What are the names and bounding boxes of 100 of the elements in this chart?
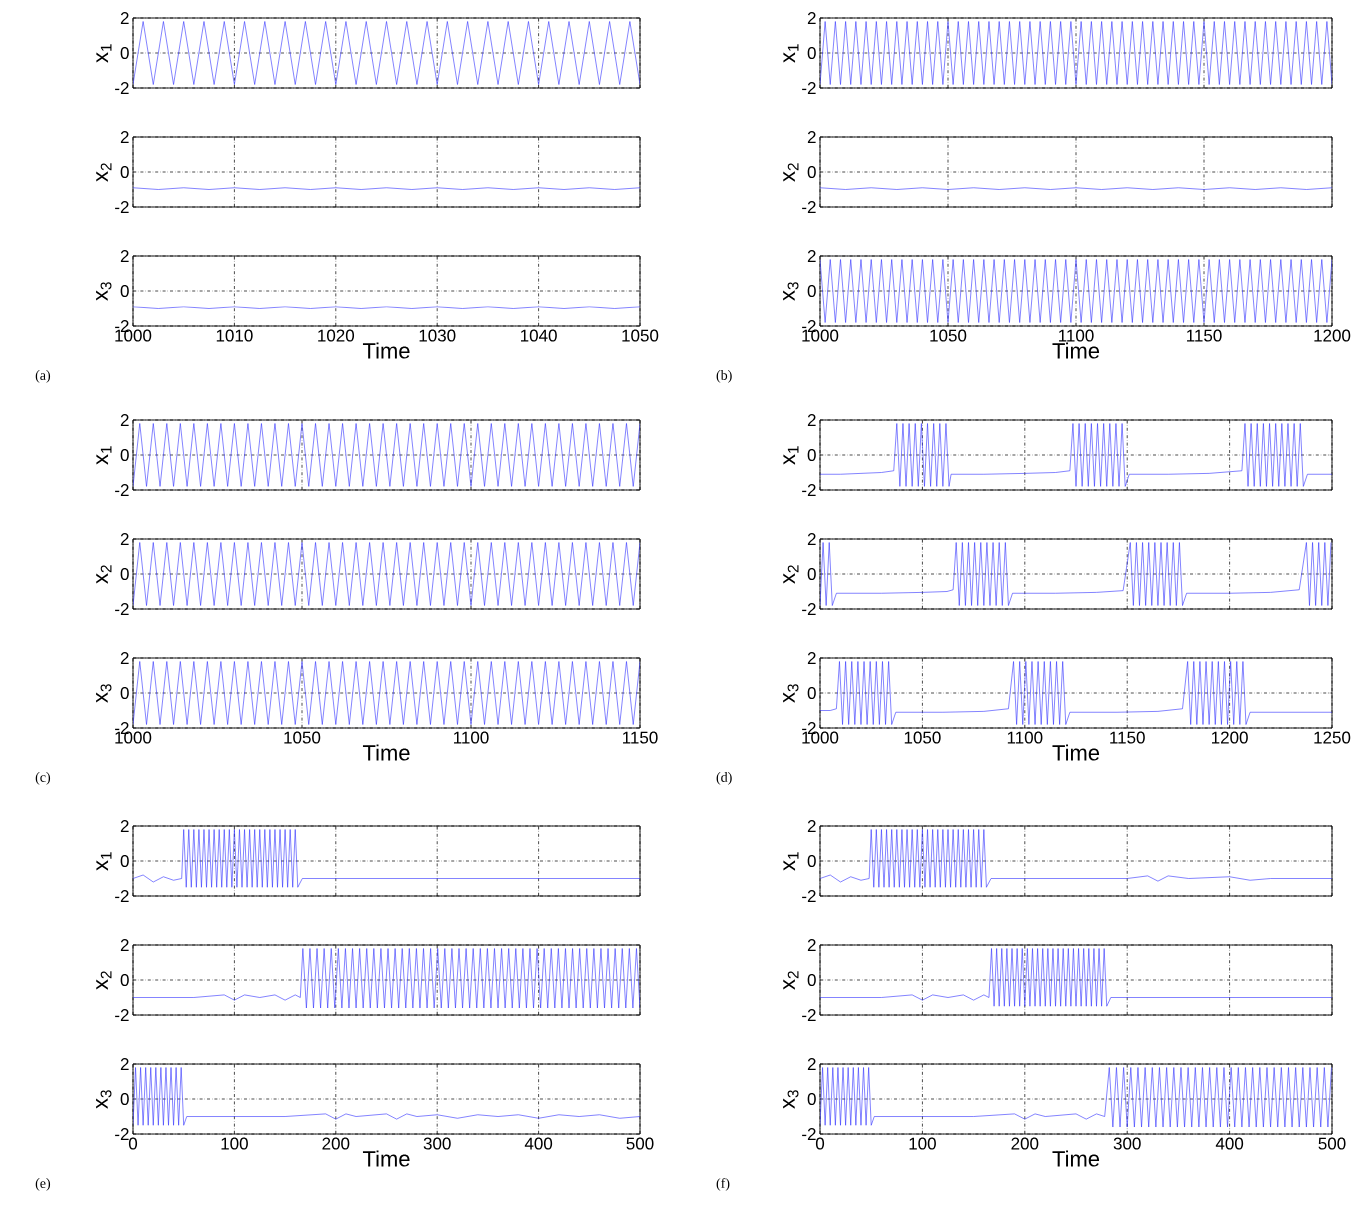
y-tick-label: 0 [807, 448, 816, 462]
x-tick-label: 1100 [454, 731, 489, 744]
x-tick-label: 200 [1011, 1137, 1039, 1150]
y-tick-label: -2 [802, 484, 816, 496]
y-tick-label: 0 [807, 46, 816, 60]
x-tick-label: 1100 [1007, 731, 1043, 744]
x-tick-label: 0 [128, 1137, 138, 1150]
x-axis-title: Time [362, 1150, 410, 1167]
y-tick-label: 2 [807, 250, 816, 262]
y-axis-title: x$_{3}$ [783, 282, 799, 301]
x-tick-label: 1050 [284, 731, 321, 744]
y-tick-label: 2 [807, 12, 816, 24]
y-tick-label: 2 [807, 533, 816, 545]
line-series [820, 542, 1332, 606]
y-tick-label: 2 [120, 250, 129, 262]
y-tick-label: 2 [807, 1058, 816, 1070]
y-axis-title: x$_{2}$ [96, 565, 112, 584]
y-tick-label: -2 [115, 82, 129, 94]
y-axis-title: x$_{1}$ [783, 852, 799, 871]
x-tick-label: 1050 [622, 329, 659, 342]
x-axis-title: Time [362, 744, 410, 761]
x-tick-label: 500 [1318, 1137, 1346, 1150]
y-axis-title: x$_{3}$ [96, 684, 112, 703]
y-tick-label: 2 [120, 414, 129, 426]
y-axis-title: x$_{3}$ [783, 684, 799, 703]
x-tick-label: 300 [423, 1137, 451, 1150]
text: (f) [716, 1177, 730, 1191]
y-tick-label: -2 [802, 1009, 816, 1021]
y-tick-label: 2 [807, 414, 816, 426]
x-tick-label: 300 [1113, 1137, 1141, 1150]
x-tick-label: 1020 [318, 329, 355, 342]
y-tick-label: 0 [120, 973, 129, 987]
x-axis-title: Time [1052, 342, 1100, 359]
y-tick-label: -2 [115, 201, 129, 213]
y-axis-title: x$_{2}$ [96, 971, 112, 990]
line-series [820, 661, 1333, 725]
y-axis-title: x$_{3}$ [96, 1090, 112, 1109]
y-tick-label: -2 [802, 201, 816, 213]
y-tick-label: -2 [802, 603, 816, 615]
x-tick-label: 1040 [520, 329, 557, 342]
y-tick-label: -2 [802, 82, 816, 94]
y-tick-label: 2 [120, 939, 129, 951]
y-tick-label: 0 [807, 1093, 816, 1106]
y-axis-title: x$_{2}$ [783, 565, 799, 584]
x-tick-label: 400 [524, 1137, 553, 1150]
y-tick-label: 0 [120, 284, 129, 298]
y-tick-label: 2 [120, 533, 129, 545]
text: (a) [35, 370, 51, 383]
x-tick-label: 1150 [1110, 731, 1145, 744]
y-tick-label: 0 [807, 973, 816, 987]
y-tick-label: 2 [120, 820, 129, 832]
y-tick-label: 0 [120, 686, 129, 700]
y-tick-label: -2 [115, 1009, 129, 1021]
y-axis-title: x$_{1}$ [783, 446, 799, 465]
y-tick-label: 0 [807, 567, 816, 581]
y-tick-label: -2 [115, 890, 129, 902]
x-tick-label: 1050 [904, 731, 941, 744]
y-tick-label: -2 [802, 890, 816, 902]
y-tick-label: 0 [120, 567, 129, 581]
y-axis-title: x$_{2}$ [783, 971, 799, 990]
x-tick-label: 100 [221, 1137, 248, 1150]
y-tick-label: 0 [120, 448, 129, 462]
y-tick-label: 2 [120, 131, 129, 143]
line-series [820, 1067, 1332, 1128]
line-series [820, 423, 1333, 487]
y-tick-label: 0 [120, 165, 129, 179]
line-series [133, 948, 640, 1009]
x-axis-title: Time [1052, 744, 1100, 761]
y-tick-label: 2 [807, 820, 816, 832]
y-axis-title: x$_{2}$ [96, 163, 112, 182]
y-tick-label: 0 [807, 165, 816, 179]
y-axis-title: x$_{1}$ [96, 44, 112, 63]
x-tick-label: 500 [626, 1137, 654, 1150]
x-tick-label: 0 [815, 1137, 825, 1150]
text: (d) [716, 772, 732, 785]
y-axis-title: x$_{1}$ [96, 852, 112, 871]
text: (e) [35, 1178, 51, 1191]
x-tick-label: 1250 [1314, 731, 1351, 744]
y-axis-title: x$_{1}$ [96, 446, 112, 465]
y-tick-label: -2 [115, 1128, 129, 1140]
x-axis-title: Time [362, 342, 410, 359]
y-tick-label: -2 [115, 603, 129, 615]
y-tick-label: -2 [115, 484, 129, 496]
y-tick-label: 2 [120, 1058, 129, 1070]
x-tick-label: 1200 [1314, 329, 1351, 342]
x-tick-label: 1100 [1059, 329, 1094, 342]
y-axis-title: x$_{1}$ [783, 44, 799, 63]
x-tick-label: 1030 [419, 329, 456, 342]
y-tick-label: 0 [120, 1093, 129, 1106]
y-axis-title: x$_{3}$ [96, 282, 112, 301]
x-tick-label: 400 [1215, 1137, 1244, 1150]
x-tick-label: 1010 [216, 329, 253, 342]
x-tick-label: 1150 [623, 731, 658, 744]
text: (c) [35, 772, 51, 785]
x-tick-label: 1050 [930, 329, 967, 342]
y-axis-title: x$_{2}$ [783, 163, 799, 182]
x-tick-label: 100 [909, 1137, 936, 1150]
x-tick-label: 200 [322, 1137, 350, 1150]
y-tick-label: 2 [807, 939, 816, 951]
text: (b) [716, 370, 732, 383]
